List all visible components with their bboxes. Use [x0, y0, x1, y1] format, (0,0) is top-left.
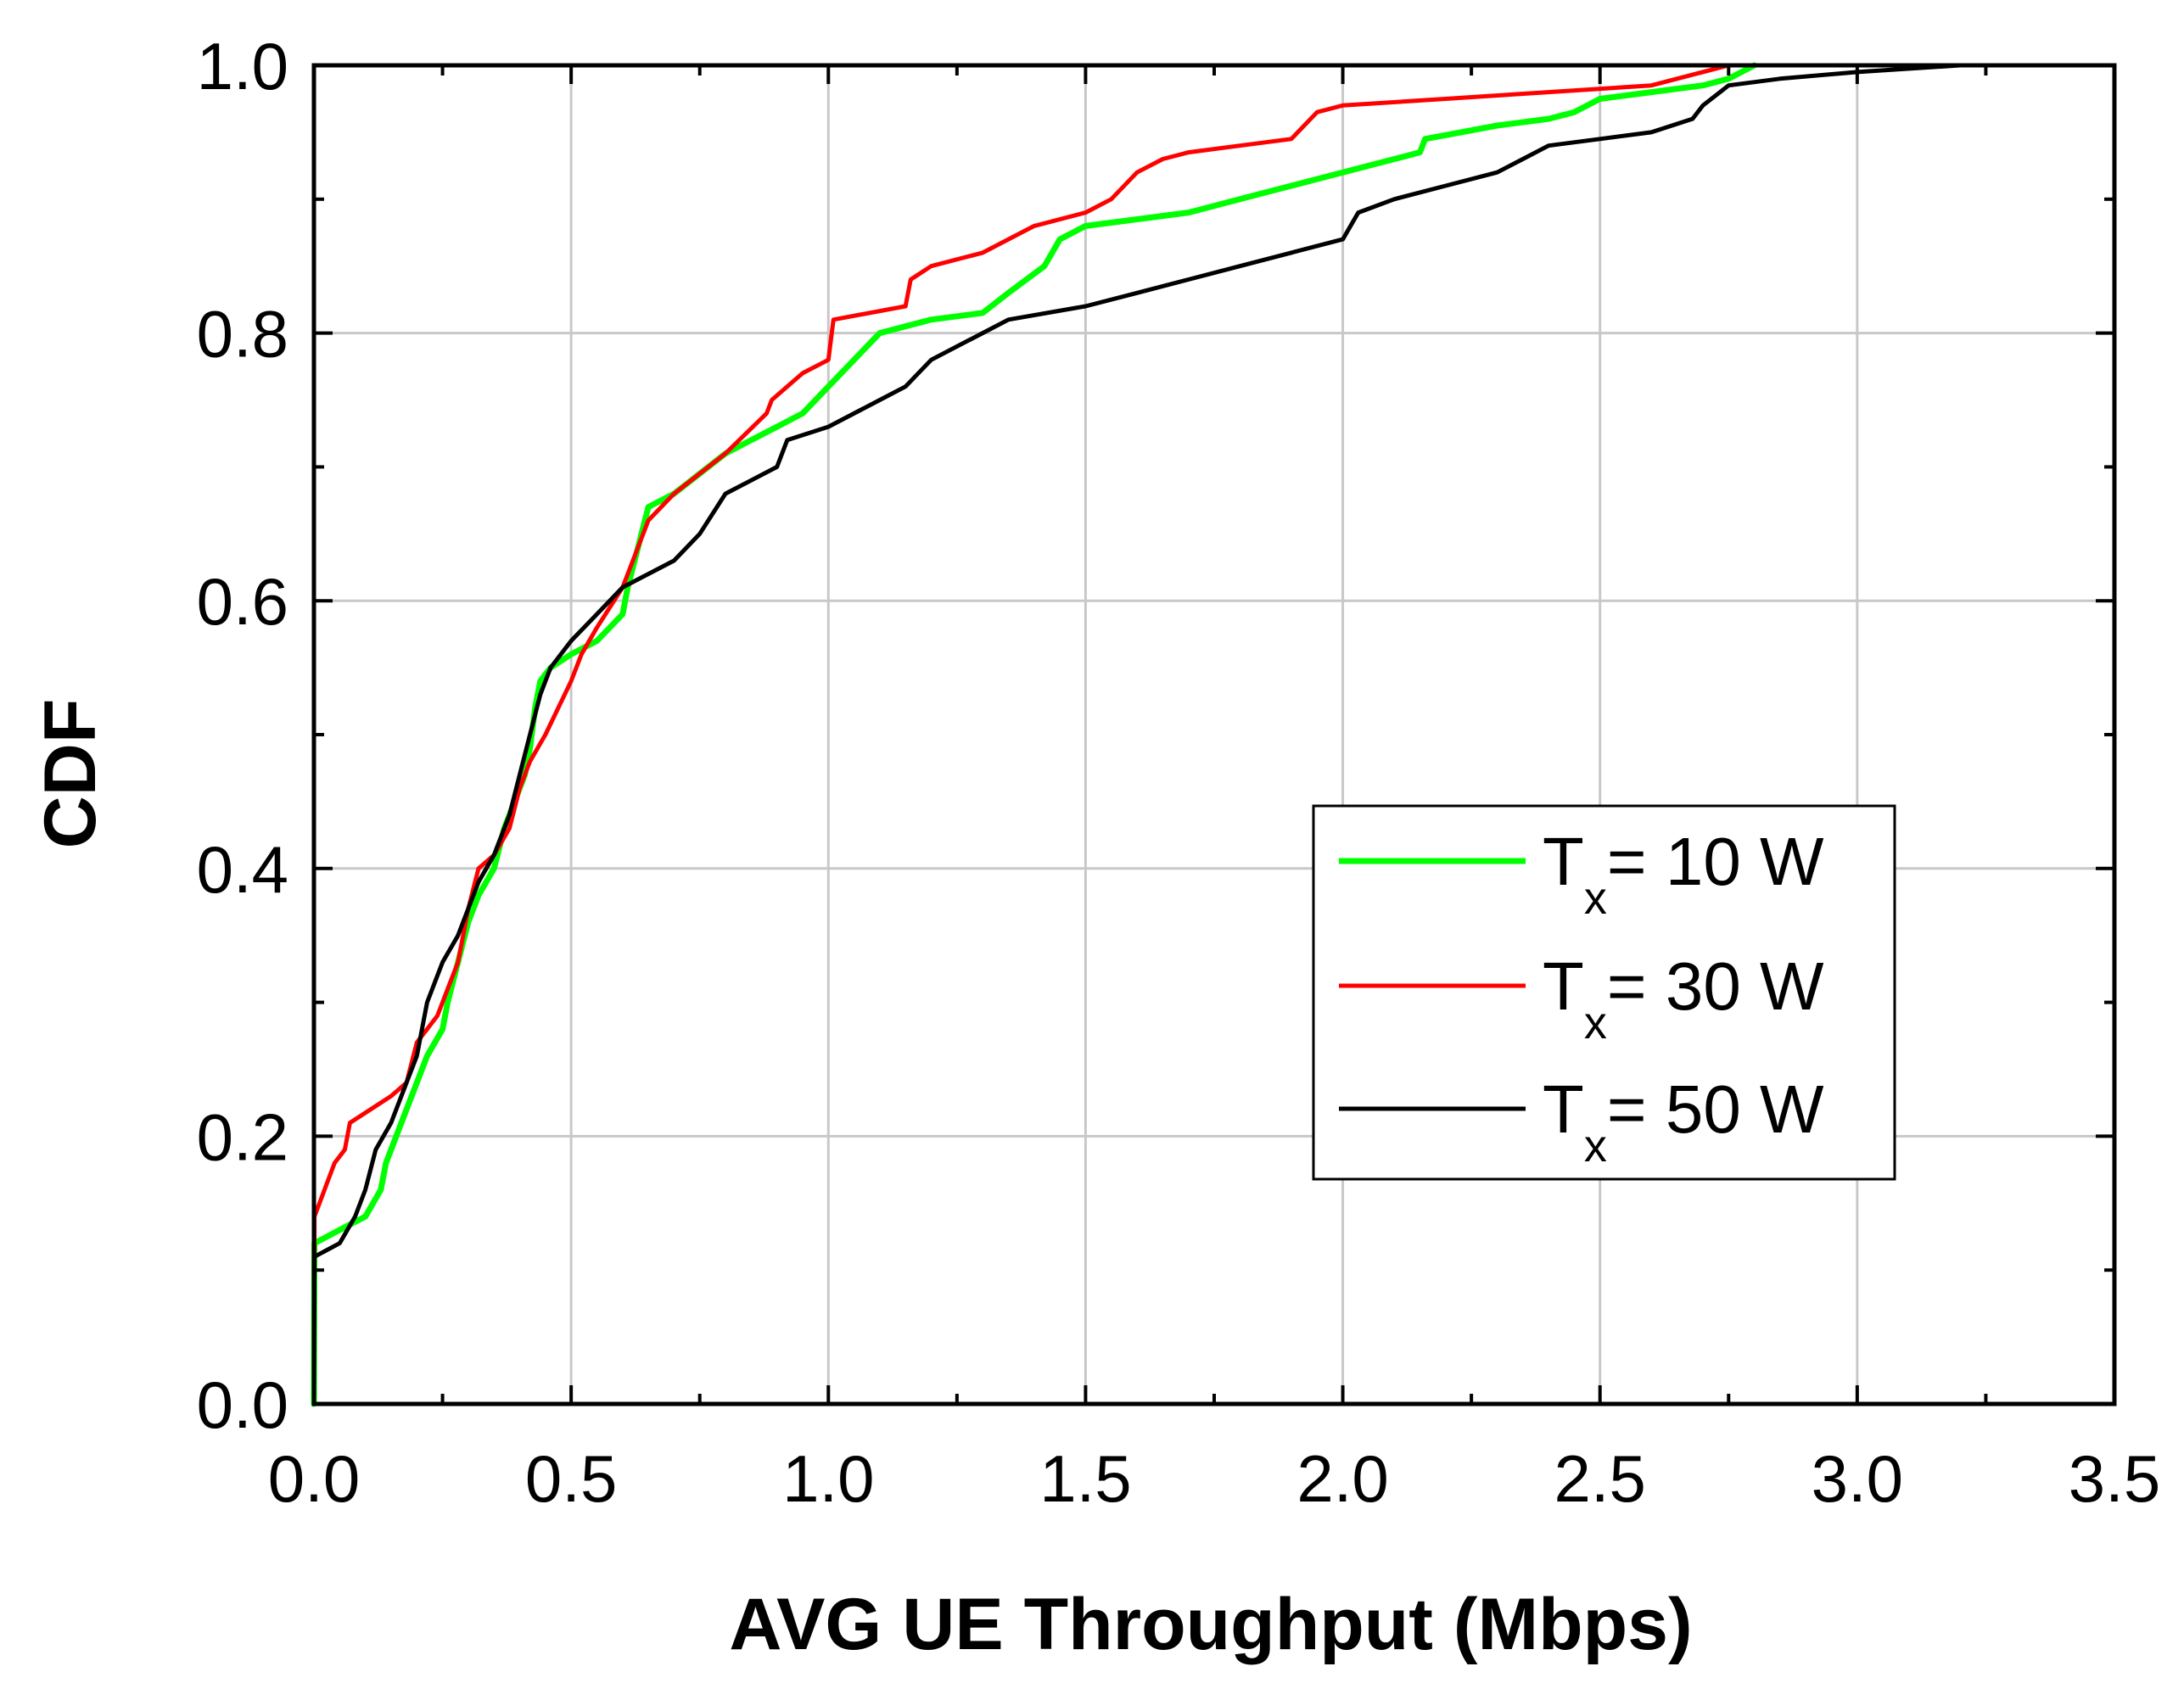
- legend: Tx= 10 W Tx= 30 W Tx= 50 W: [1312, 804, 1896, 1181]
- y-axis-title: CDF: [30, 699, 111, 849]
- x-tick-label: 2.5: [1554, 1441, 1645, 1516]
- series-line-2: [311, 63, 1731, 1406]
- x-tick-labels: 0.0 0.5 1.0 1.5 2.0 2.5 3.0 3.5: [268, 1441, 2160, 1516]
- legend-label: Tx= 50 W: [1543, 1071, 1824, 1172]
- series-line-1: [311, 62, 1758, 1407]
- y-tick-label: 1.0: [197, 29, 288, 103]
- y-tick-label: 0.0: [197, 1367, 288, 1442]
- x-tick-label: 3.5: [2069, 1441, 2160, 1516]
- x-tick-label: 0.0: [268, 1441, 360, 1516]
- x-axis-title: AVG UE Throughput (Mbps): [729, 1584, 1692, 1665]
- legend-box: [1312, 804, 1896, 1181]
- y-tick-label: 0.8: [197, 297, 288, 372]
- x-tick-label: 0.5: [525, 1441, 617, 1516]
- series-group: [311, 62, 1963, 1407]
- x-tick-label: 1.5: [1039, 1441, 1131, 1516]
- x-tick-label: 3.0: [1812, 1441, 1903, 1516]
- x-tick-label: 1.0: [782, 1441, 874, 1516]
- y-tick-label: 0.4: [197, 832, 288, 907]
- series-line-3: [311, 63, 1963, 1406]
- y-tick-label: 0.2: [197, 1099, 288, 1174]
- axis-ticks: [312, 64, 2116, 1406]
- y-tick-label: 0.6: [197, 564, 288, 639]
- legend-label: Tx= 10 W: [1543, 824, 1824, 924]
- x-tick-label: 2.0: [1296, 1441, 1388, 1516]
- y-tick-labels: 0.0 0.2 0.4 0.6 0.8 1.0: [197, 29, 288, 1442]
- legend-label: Tx= 30 W: [1543, 948, 1824, 1049]
